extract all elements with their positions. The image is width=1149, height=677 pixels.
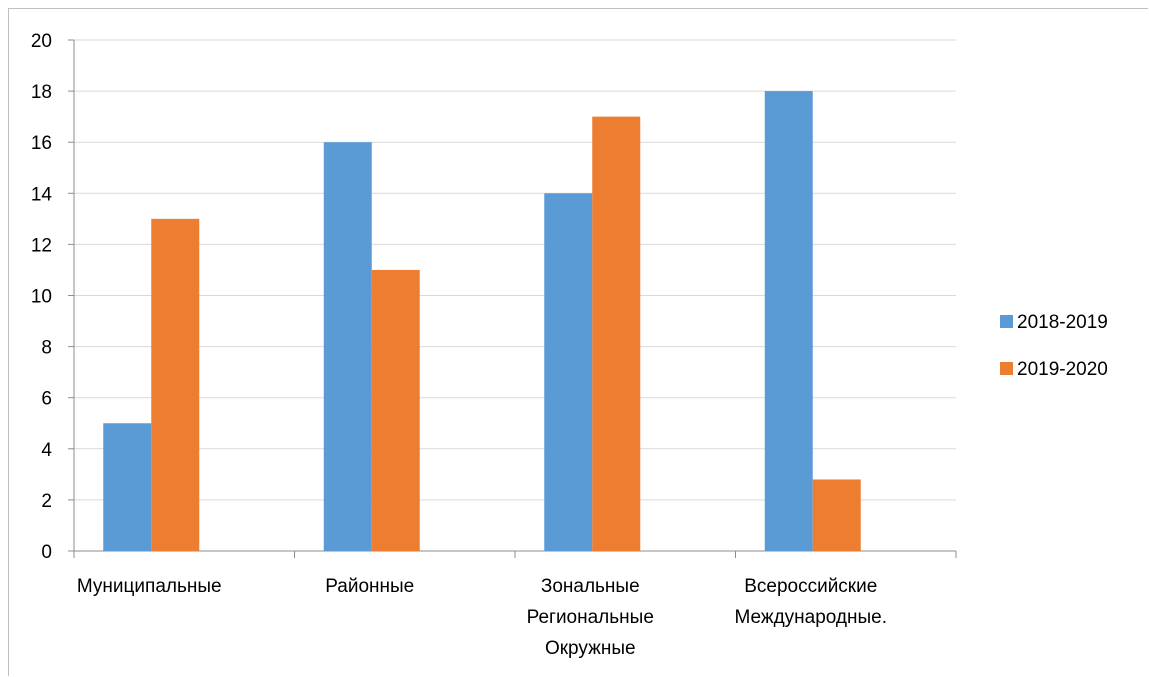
x-category-label: Окружные: [545, 638, 636, 659]
bar-2019-2020: [812, 479, 861, 551]
legend-swatch: [1000, 315, 1013, 328]
y-tick-label: 8: [41, 338, 52, 359]
bar-2018-2019: [103, 423, 152, 551]
bar-2018-2019: [544, 193, 593, 552]
y-tick-label: 6: [41, 389, 52, 410]
legend-label: 2019-2020: [1017, 359, 1108, 380]
y-tick-label: 4: [41, 440, 52, 461]
bar-2018-2019: [764, 91, 813, 551]
y-tick-label: 0: [41, 542, 52, 563]
legend-swatch: [1000, 362, 1013, 375]
y-tick-label: 14: [31, 184, 53, 205]
y-tick-label: 12: [31, 235, 52, 256]
y-tick-label: 10: [31, 287, 52, 308]
bar-2019-2020: [371, 269, 420, 551]
x-category-label: Зональные: [541, 576, 640, 597]
y-tick-label: 2: [41, 491, 52, 512]
y-tick-label: 18: [31, 82, 52, 103]
x-category-label: Всероссийские: [744, 576, 877, 597]
bar-2019-2020: [151, 218, 200, 551]
bar-2019-2020: [592, 116, 641, 552]
y-tick-label: 16: [31, 133, 52, 154]
x-category-label: Международные.: [734, 607, 887, 628]
legend-label: 2018-2019: [1017, 312, 1108, 333]
x-category-label: Районные: [325, 576, 414, 597]
chart-frame: [8, 8, 1148, 676]
x-category-label: Региональные: [527, 607, 654, 628]
y-tick-label: 20: [31, 31, 52, 52]
x-category-label: Муниципальные: [77, 576, 222, 597]
bar-2018-2019: [323, 142, 372, 551]
